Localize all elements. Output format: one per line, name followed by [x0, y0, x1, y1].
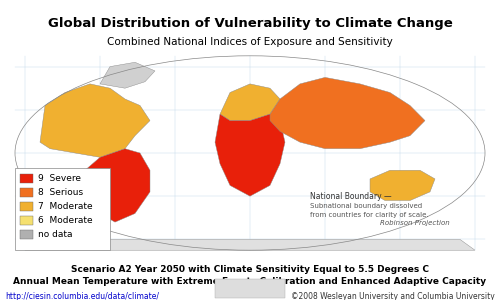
Bar: [20, 202, 32, 211]
Bar: [20, 173, 32, 183]
Text: no data: no data: [38, 230, 72, 239]
Text: ©2008 Wesleyan University and Columbia University: ©2008 Wesleyan University and Columbia U…: [291, 292, 495, 300]
Text: 6  Moderate: 6 Moderate: [38, 216, 92, 225]
Polygon shape: [215, 114, 285, 196]
Text: 7  Moderate: 7 Moderate: [38, 202, 92, 211]
Polygon shape: [85, 149, 150, 222]
Text: from countries for clarity of scale.: from countries for clarity of scale.: [310, 212, 428, 218]
Polygon shape: [100, 62, 155, 88]
Text: Global Distribution of Vulnerability to Climate Change: Global Distribution of Vulnerability to …: [48, 17, 452, 30]
Text: 9  Severe: 9 Severe: [38, 174, 80, 183]
Bar: [20, 216, 32, 225]
FancyBboxPatch shape: [15, 168, 110, 250]
Text: Scenario A2 Year 2050 with Climate Sensitivity Equal to 5.5 Degrees C: Scenario A2 Year 2050 with Climate Sensi…: [71, 265, 429, 274]
Text: http://ciesin.columbia.edu/data/climate/: http://ciesin.columbia.edu/data/climate/: [5, 292, 159, 300]
FancyBboxPatch shape: [215, 278, 285, 298]
Text: Combined National Indices of Exposure and Sensitivity: Combined National Indices of Exposure an…: [107, 37, 393, 47]
Polygon shape: [40, 84, 150, 157]
Polygon shape: [220, 84, 280, 121]
Polygon shape: [25, 239, 475, 250]
Text: Annual Mean Temperature with Extreme Events Calibration and Enhanced Adaptive Ca: Annual Mean Temperature with Extreme Eve…: [14, 278, 486, 286]
Text: 8  Serious: 8 Serious: [38, 188, 82, 197]
Text: Subnational boundary dissolved: Subnational boundary dissolved: [310, 203, 422, 209]
Bar: [20, 188, 32, 197]
Polygon shape: [270, 77, 425, 149]
Text: cc: cc: [246, 282, 254, 291]
Text: Robinson Projection: Robinson Projection: [380, 220, 450, 226]
Bar: [20, 230, 32, 239]
Polygon shape: [370, 170, 435, 200]
Text: National Boundary —: National Boundary —: [310, 191, 392, 200]
